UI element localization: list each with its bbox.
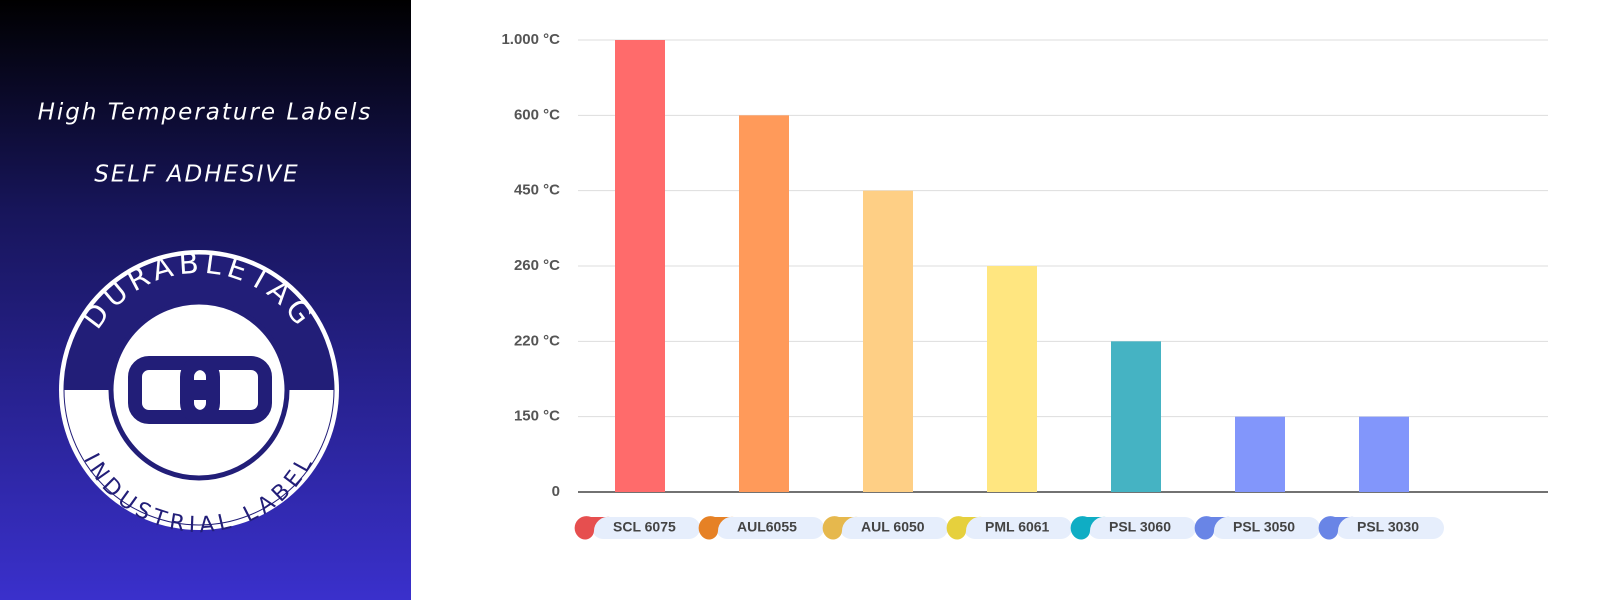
legend-label: PSL 3060 — [1109, 519, 1171, 535]
y-tick-label: 0 — [552, 483, 560, 500]
y-tick-label: 220 °C — [514, 332, 560, 349]
legend-label: PML 6061 — [985, 519, 1050, 535]
legend-pill — [1212, 517, 1320, 539]
legend-icon — [574, 516, 610, 540]
logo: DURABLETAG INDUSTRIAL LABEL — [59, 246, 339, 538]
legend-icon — [1070, 516, 1106, 540]
bar — [739, 115, 789, 492]
y-tick-label: 1.000 °C — [501, 31, 560, 48]
legend-icon — [1318, 516, 1354, 540]
y-tick-label: 600 °C — [514, 106, 560, 123]
legend-pill — [716, 517, 824, 539]
legend-pill — [1336, 517, 1444, 539]
bar — [863, 190, 913, 492]
legend-label: SCL 6075 — [613, 519, 676, 535]
y-tick-label: 260 °C — [514, 257, 560, 274]
legend-icon — [1194, 516, 1230, 540]
bar — [1359, 416, 1409, 492]
legend-pill — [964, 517, 1072, 539]
panel-subtitle: SELF ADHESIVE — [94, 162, 299, 188]
y-tick-label: 450 °C — [514, 182, 560, 199]
panel-title: High Temperature Labels — [38, 100, 373, 126]
legend-pill — [840, 517, 948, 539]
bar — [1235, 416, 1285, 492]
legend-label: PSL 3030 — [1357, 519, 1419, 535]
legend-label: AUL6055 — [737, 519, 797, 535]
bar — [615, 40, 665, 492]
y-tick-label: 150 °C — [514, 408, 560, 425]
legend-icon — [822, 516, 858, 540]
bar — [987, 266, 1037, 492]
legend-label: AUL 6050 — [861, 519, 925, 535]
legend-pill — [1088, 517, 1196, 539]
legend-icon — [698, 516, 734, 540]
legend-icon — [946, 516, 982, 540]
legend-label: PSL 3050 — [1233, 519, 1295, 535]
legend-pill — [592, 517, 700, 539]
bar — [1111, 341, 1161, 492]
